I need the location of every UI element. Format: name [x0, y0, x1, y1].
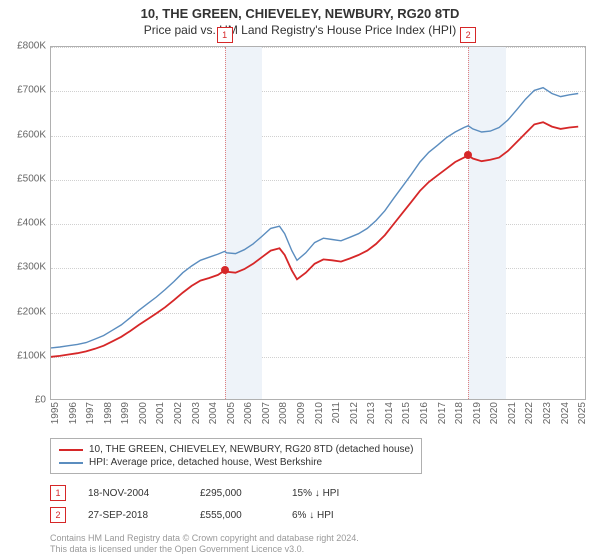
x-tick-label: 2009 [296, 402, 307, 424]
y-tick-label: £400K [17, 218, 46, 229]
x-tick-label: 2022 [524, 402, 535, 424]
sale-index-box: 2 [50, 507, 66, 523]
legend-swatch [59, 449, 83, 451]
chart-title: 10, THE GREEN, CHIEVELEY, NEWBURY, RG20 … [0, 0, 600, 21]
x-tick-label: 1997 [85, 402, 96, 424]
x-tick-label: 1995 [50, 402, 61, 424]
x-tick-label: 2013 [366, 402, 377, 424]
sale-index-box: 1 [50, 485, 66, 501]
x-tick-label: 2015 [401, 402, 412, 424]
x-tick-label: 2003 [191, 402, 202, 424]
x-tick-label: 2010 [314, 402, 325, 424]
sale-price: £295,000 [200, 488, 270, 499]
footer-line-2: This data is licensed under the Open Gov… [50, 544, 359, 556]
x-tick-label: 2008 [278, 402, 289, 424]
x-tick-label: 2002 [173, 402, 184, 424]
x-tick-label: 2001 [155, 402, 166, 424]
x-tick-label: 2023 [542, 402, 553, 424]
x-tick-label: 2017 [437, 402, 448, 424]
x-tick-label: 2005 [226, 402, 237, 424]
x-tick-label: 2012 [349, 402, 360, 424]
y-tick-label: £200K [17, 306, 46, 317]
footer-line-1: Contains HM Land Registry data © Crown c… [50, 533, 359, 545]
legend-label: 10, THE GREEN, CHIEVELEY, NEWBURY, RG20 … [89, 444, 413, 455]
x-tick-label: 2011 [331, 402, 342, 424]
series-hpi [51, 88, 578, 348]
x-tick-label: 2007 [261, 402, 272, 424]
x-tick-label: 2024 [560, 402, 571, 424]
plot-region: 12 [50, 46, 586, 400]
sale-date: 18-NOV-2004 [88, 488, 178, 499]
sale-price: £555,000 [200, 510, 270, 521]
x-tick-label: 1999 [120, 402, 131, 424]
sales-table: 1 18-NOV-2004 £295,000 15% ↓ HPI 2 27-SEP-201… [50, 482, 339, 526]
x-tick-label: 2000 [138, 402, 149, 424]
x-tick-label: 2019 [472, 402, 483, 424]
x-tick-label: 2004 [208, 402, 219, 424]
x-tick-label: 1996 [68, 402, 79, 424]
legend-row: HPI: Average price, detached house, West… [59, 456, 413, 469]
series-property [51, 122, 578, 357]
sale-row: 1 18-NOV-2004 £295,000 15% ↓ HPI [50, 482, 339, 504]
y-tick-label: £300K [17, 262, 46, 273]
legend-swatch [59, 462, 83, 464]
event-dot [464, 151, 472, 159]
x-tick-label: 2016 [419, 402, 430, 424]
chart-area: 12 £0£100K£200K£300K£400K£500K£600K£700K… [50, 46, 586, 400]
sale-delta: 15% ↓ HPI [292, 488, 339, 499]
x-tick-label: 2020 [489, 402, 500, 424]
sale-row: 2 27-SEP-2018 £555,000 6% ↓ HPI [50, 504, 339, 526]
chart-subtitle: Price paid vs. HM Land Registry's House … [0, 21, 600, 41]
y-tick-label: £500K [17, 173, 46, 184]
sale-delta: 6% ↓ HPI [292, 510, 334, 521]
footer-attribution: Contains HM Land Registry data © Crown c… [50, 533, 359, 556]
legend-label: HPI: Average price, detached house, West… [89, 457, 322, 468]
event-marker: 2 [460, 27, 476, 43]
y-tick-label: £100K [17, 350, 46, 361]
y-tick-label: £600K [17, 129, 46, 140]
event-marker: 1 [217, 27, 233, 43]
sale-date: 27-SEP-2018 [88, 510, 178, 521]
event-dot [221, 266, 229, 274]
y-tick-label: £700K [17, 85, 46, 96]
y-tick-label: £800K [17, 41, 46, 52]
x-tick-label: 2006 [243, 402, 254, 424]
x-tick-label: 2021 [507, 402, 518, 424]
x-tick-label: 2025 [577, 402, 588, 424]
legend: 10, THE GREEN, CHIEVELEY, NEWBURY, RG20 … [50, 438, 422, 474]
x-tick-label: 1998 [103, 402, 114, 424]
x-tick-label: 2018 [454, 402, 465, 424]
x-tick-label: 2014 [384, 402, 395, 424]
legend-row: 10, THE GREEN, CHIEVELEY, NEWBURY, RG20 … [59, 443, 413, 456]
y-tick-label: £0 [35, 395, 46, 406]
